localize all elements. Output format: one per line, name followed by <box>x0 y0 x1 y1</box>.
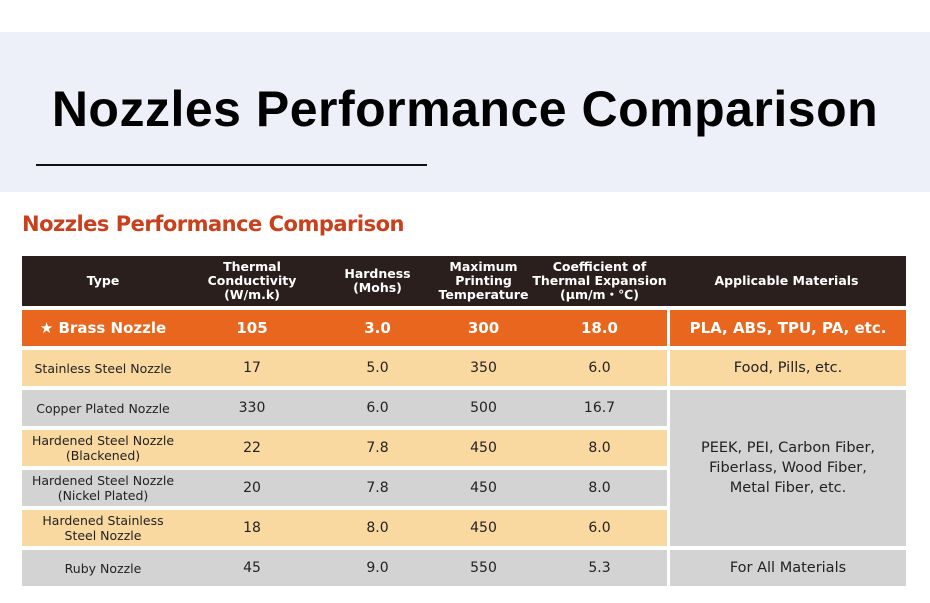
cell: 5.3 <box>532 550 667 586</box>
cell: 330 <box>184 390 320 426</box>
title-rule <box>36 164 427 166</box>
table-row: Hardened Stainless Steel Nozzle 18 8.0 450 6… <box>22 510 906 546</box>
column-header: Hardness (Mohs) <box>320 256 435 306</box>
nozzle-type: Hardened Steel Nozzle (Nickel Plated) <box>22 470 184 506</box>
cell: 9.0 <box>320 550 435 586</box>
cell: 450 <box>435 510 532 546</box>
table-row: Hardened Steel Nozzle (Nickel Plated) 20 7… <box>22 470 906 506</box>
page-title: Nozzles Performance Comparison <box>51 81 879 137</box>
nozzle-type: Stainless Steel Nozzle <box>22 350 184 386</box>
materials-cell: Food, Pills, etc. <box>667 350 906 386</box>
cell: 3.0 <box>320 310 435 346</box>
nozzle-type: Hardened Stainless Steel Nozzle <box>22 510 184 546</box>
nozzle-type: ★ Brass Nozzle <box>22 310 184 346</box>
nozzle-type: Copper Plated Nozzle <box>22 390 184 426</box>
nozzle-type: Hardened Steel Nozzle (Blackened) <box>22 430 184 466</box>
column-header: Applicable Materials <box>667 256 906 306</box>
cell: 6.0 <box>532 510 667 546</box>
cell: 5.0 <box>320 350 435 386</box>
cell: 7.8 <box>320 430 435 466</box>
cell: 16.7 <box>532 390 667 426</box>
cell: 450 <box>435 470 532 506</box>
cell: 20 <box>184 470 320 506</box>
column-header: Type <box>22 256 184 306</box>
cell: 8.0 <box>532 470 667 506</box>
cell: 45 <box>184 550 320 586</box>
nozzle-type: Ruby Nozzle <box>22 550 184 586</box>
cell: 17 <box>184 350 320 386</box>
cell: 300 <box>435 310 532 346</box>
materials-cell: PLA, ABS, TPU, PA, etc. <box>667 310 906 346</box>
cell: 450 <box>435 430 532 466</box>
section-title: Nozzles Performance Comparison <box>22 212 404 236</box>
cell: 6.0 <box>320 390 435 426</box>
cell: 350 <box>435 350 532 386</box>
column-header: Coefficient of Thermal Expansion (μm/m・℃… <box>532 256 667 306</box>
cell: 7.8 <box>320 470 435 506</box>
cell: 8.0 <box>532 430 667 466</box>
cell: 550 <box>435 550 532 586</box>
cell: 18.0 <box>532 310 667 346</box>
materials-cell: PEEK, PEI, Carbon Fiber, Fiberlass, Wood… <box>667 390 906 546</box>
column-header: Thermal Conductivity (W/m.k) <box>184 256 320 306</box>
comparison-table: Type Thermal Conductivity (W/m.k) Hardness… <box>22 252 906 590</box>
table-row: Stainless Steel Nozzle 17 5.0 350 6.0 Food, P… <box>22 350 906 386</box>
cell: 22 <box>184 430 320 466</box>
column-header: Maximum Printing Temperature <box>435 256 532 306</box>
header-row: Type Thermal Conductivity (W/m.k) Hardness… <box>22 256 906 306</box>
table-row: Copper Plated Nozzle 330 6.0 500 16.7 PEEK, P… <box>22 390 906 546</box>
table-row: Hardened Steel Nozzle (Blackened) 22 7.8 45… <box>22 430 906 466</box>
materials-cell: For All Materials <box>667 550 906 586</box>
cell: 18 <box>184 510 320 546</box>
table-row: ★ Brass Nozzle 105 3.0 300 18.0 PLA, ABS, TPU… <box>22 310 906 346</box>
cell: 500 <box>435 390 532 426</box>
cell: 6.0 <box>532 350 667 386</box>
table-row: Ruby Nozzle 45 9.0 550 5.3 For All Materials <box>22 550 906 586</box>
cell: 105 <box>184 310 320 346</box>
cell: 8.0 <box>320 510 435 546</box>
